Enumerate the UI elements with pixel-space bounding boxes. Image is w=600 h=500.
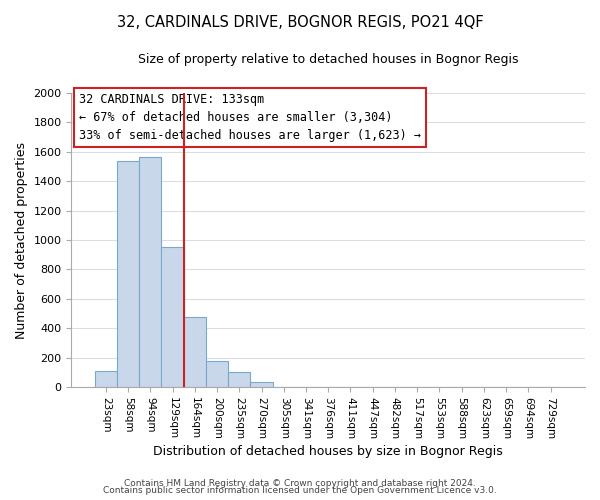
X-axis label: Distribution of detached houses by size in Bognor Regis: Distribution of detached houses by size … [154, 444, 503, 458]
Bar [228, 372, 250, 387]
Bar [250, 382, 272, 387]
Title: Size of property relative to detached houses in Bognor Regis: Size of property relative to detached ho… [138, 52, 518, 66]
Text: Contains HM Land Registry data © Crown copyright and database right 2024.: Contains HM Land Registry data © Crown c… [124, 478, 476, 488]
Bar [139, 157, 161, 387]
Bar [184, 316, 206, 387]
Y-axis label: Number of detached properties: Number of detached properties [15, 142, 28, 338]
Bar [206, 360, 228, 387]
Bar [161, 248, 184, 387]
Bar [95, 371, 117, 387]
Text: 32 CARDINALS DRIVE: 133sqm
← 67% of detached houses are smaller (3,304)
33% of s: 32 CARDINALS DRIVE: 133sqm ← 67% of deta… [79, 93, 421, 142]
Text: 32, CARDINALS DRIVE, BOGNOR REGIS, PO21 4QF: 32, CARDINALS DRIVE, BOGNOR REGIS, PO21 … [116, 15, 484, 30]
Bar [117, 160, 139, 387]
Text: Contains public sector information licensed under the Open Government Licence v3: Contains public sector information licen… [103, 486, 497, 495]
